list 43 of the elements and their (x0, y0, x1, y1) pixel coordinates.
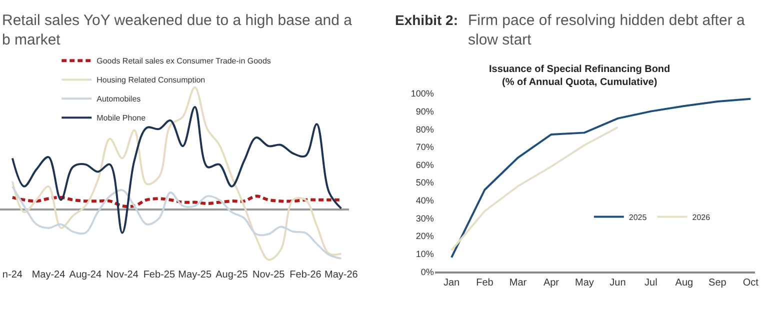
x-tick-label: Feb-25 (143, 270, 176, 281)
y-tick-label: 100% (410, 88, 434, 99)
x-tick-label: Aug-24 (69, 270, 102, 281)
x-tick-label: n-24 (2, 270, 23, 281)
x-tick-label: May-24 (32, 270, 66, 281)
legend-label: 2026 (692, 212, 711, 222)
line-series (450, 126, 619, 252)
legend-label: Automobiles (96, 94, 141, 104)
legend-label: Goods Retail sales ex Consumer Trade-in Goods (96, 56, 271, 66)
x-tick-label: Mar (509, 278, 528, 289)
y-tick-label: 70% (416, 142, 434, 152)
x-tick-label: Aug-25 (216, 270, 248, 281)
x-tick-label: May-26 (324, 270, 358, 281)
y-tick-label: 50% (416, 178, 434, 188)
x-tick-label: Sep (708, 278, 727, 289)
x-tick-label: Nov-24 (106, 270, 139, 281)
y-tick-label: 90% (416, 106, 434, 116)
y-tick-label: 80% (416, 124, 434, 134)
x-tick-label: Oct (742, 278, 759, 289)
x-tick-label: Jan (443, 278, 460, 289)
y-tick-label: 30% (416, 213, 434, 224)
x-tick-label: Aug (675, 278, 694, 289)
x-tick-label: Feb-26 (290, 270, 322, 281)
y-tick-label: 40% (416, 196, 434, 206)
y-tick-label: 60% (416, 160, 434, 170)
chart-title: Retail sales YoY weakened due to a high base and a b market (2, 12, 353, 48)
chart-subtitle: Firm pace of resolving hidden debt after a slow start (468, 12, 746, 48)
x-tick-label: May-25 (178, 270, 212, 281)
legend-label: 2025 (628, 212, 648, 222)
legend-label: Housing Related Consumption (96, 76, 206, 85)
x-tick-label: Nov-25 (252, 270, 286, 281)
legend-label: Mobile Phone (96, 114, 146, 123)
x-tick-label: Jun (610, 278, 626, 289)
y-tick-label: 0% (420, 266, 434, 277)
x-tick-label: Jul (644, 278, 658, 289)
x-tick-label: Apr (543, 278, 560, 289)
text: Issuance of Special Refinancing Bond (% of Annual Quota, Cumulative) (489, 64, 670, 88)
y-tick-label: 20% (416, 231, 434, 242)
chart-title: Exhibit 2: (395, 12, 458, 28)
x-tick-label: May (575, 278, 594, 289)
line-series (450, 98, 752, 258)
y-tick-label: 10% (416, 249, 434, 260)
x-tick-label: Feb (476, 278, 494, 289)
